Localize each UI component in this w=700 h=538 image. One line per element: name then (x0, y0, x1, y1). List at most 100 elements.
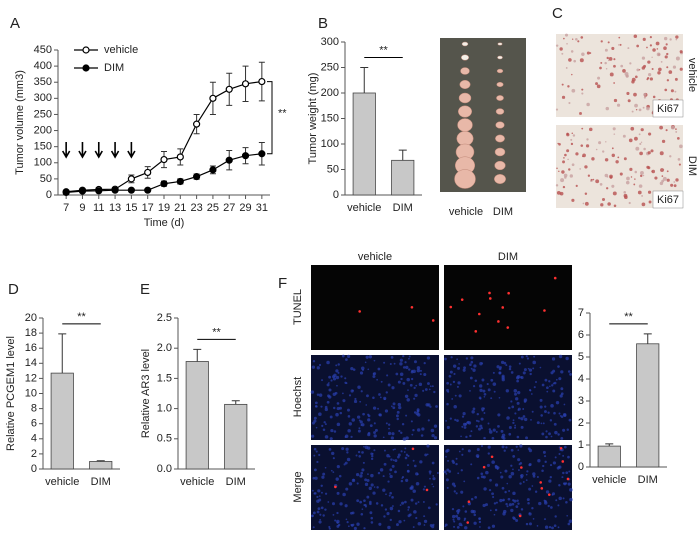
nucleus (410, 486, 414, 490)
nucleus (540, 414, 543, 417)
nucleus (351, 418, 355, 422)
stained-nucleus (651, 67, 654, 71)
nucleus (372, 374, 376, 378)
apoptotic-cell (553, 276, 557, 280)
nucleus (534, 490, 538, 493)
x-tick-label: 19 (158, 202, 170, 214)
nucleus (510, 508, 514, 513)
nucleus (356, 482, 359, 485)
nucleus (510, 400, 513, 403)
y-tick-label: 10 (25, 387, 37, 399)
stained-nucleus (674, 77, 678, 81)
apoptotic-cell (474, 330, 478, 333)
stained-nucleus (668, 70, 673, 74)
nucleus (514, 412, 517, 415)
stained-nucleus (622, 69, 626, 73)
stained-nucleus (607, 59, 610, 62)
panel-letter: E (140, 281, 150, 298)
significance-label: ** (212, 326, 221, 338)
stained-nucleus (575, 37, 578, 41)
nucleus (378, 393, 381, 396)
nucleus (378, 522, 382, 526)
apoptotic-cell (540, 487, 544, 490)
nucleus (364, 505, 368, 508)
nucleus (316, 510, 320, 514)
nucleus (335, 477, 339, 481)
nucleus (321, 475, 325, 479)
nucleus (525, 436, 529, 440)
y-tick-label: 1.0 (157, 403, 172, 415)
stained-nucleus (646, 78, 649, 81)
nucleus (518, 416, 521, 420)
nucleus (359, 474, 363, 478)
stained-nucleus (575, 152, 579, 156)
nucleus (456, 385, 459, 388)
nucleus (382, 436, 385, 439)
nucleus (421, 427, 425, 431)
y-tick-label: 300 (34, 92, 52, 104)
nucleus (316, 366, 320, 370)
nucleus (547, 504, 550, 508)
stained-nucleus (598, 141, 602, 145)
column-label: DIM (498, 251, 518, 263)
nucleus (429, 477, 431, 480)
marker (176, 153, 184, 161)
nucleus (363, 504, 366, 506)
bar (89, 461, 113, 470)
stained-nucleus (634, 136, 638, 141)
stained-nucleus (607, 41, 610, 44)
nucleus (517, 458, 521, 462)
tumor-photo (440, 38, 526, 192)
nucleus (423, 372, 427, 377)
marker (127, 186, 135, 194)
nucleus (389, 474, 393, 479)
stained-nucleus (625, 180, 630, 185)
nucleus (505, 389, 510, 393)
stained-nucleus (596, 84, 601, 89)
nucleus (372, 491, 376, 495)
nucleus (558, 354, 563, 359)
nucleus (544, 460, 547, 464)
nucleus (516, 401, 520, 405)
nucleus (551, 492, 556, 496)
nucleus (469, 376, 473, 380)
nucleus (337, 363, 340, 366)
nucleus (484, 503, 489, 507)
stained-nucleus (666, 170, 669, 173)
nucleus (405, 453, 409, 457)
nucleus (526, 498, 530, 502)
stained-nucleus (559, 47, 563, 51)
stained-nucleus (611, 147, 614, 150)
nucleus (505, 502, 508, 506)
tumor (496, 82, 504, 87)
nucleus (567, 455, 570, 459)
nucleus (492, 428, 496, 432)
nucleus (400, 450, 403, 453)
nucleus (355, 454, 358, 457)
nucleus (528, 522, 533, 526)
x-tick-label: 13 (109, 202, 121, 214)
fluorescence-image (444, 445, 572, 530)
significance-label: ** (278, 108, 287, 120)
stained-nucleus (556, 190, 561, 195)
nucleus (522, 481, 525, 483)
nucleus (313, 419, 317, 423)
treatment-arrow (127, 142, 136, 159)
nucleus (481, 362, 484, 365)
nucleus (377, 407, 379, 410)
stain-label: Ki67 (657, 194, 679, 206)
stained-nucleus (589, 52, 592, 55)
stained-nucleus (584, 192, 588, 195)
x-tick-label: 31 (256, 202, 268, 214)
nucleus (549, 419, 553, 422)
y-tick-label: 1 (578, 439, 584, 451)
nucleus (457, 472, 460, 475)
nucleus (566, 514, 569, 517)
nucleus (345, 487, 349, 491)
nucleus (387, 431, 392, 436)
nucleus (516, 499, 519, 502)
stained-nucleus (575, 184, 578, 187)
stained-nucleus (559, 191, 564, 196)
nucleus (319, 518, 322, 521)
stained-nucleus (673, 181, 676, 183)
